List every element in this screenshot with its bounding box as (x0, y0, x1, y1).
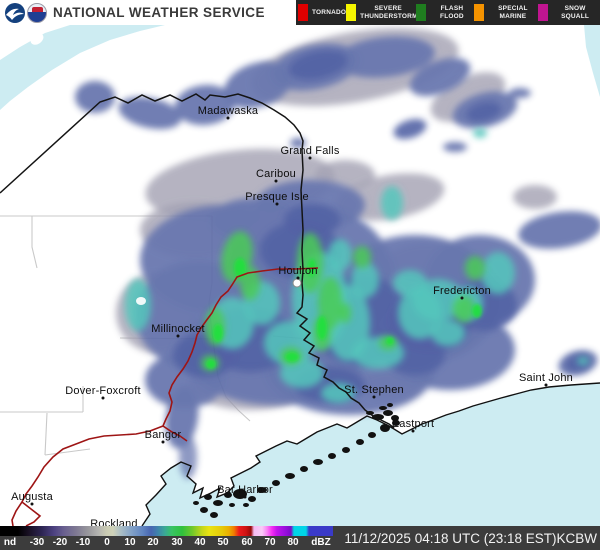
dbz-tick-40: 40 (194, 537, 206, 548)
city-dot (372, 395, 376, 399)
city-label: Millinocket (151, 323, 205, 335)
city-dot (296, 276, 300, 280)
warning-label: SPECIAL MARINE (498, 5, 528, 20)
warning-legend-item: SPECIAL MARINE (473, 4, 538, 21)
city-dot (243, 495, 247, 499)
nws-logo-icon (27, 2, 47, 23)
dbz-tick-row: nd -30 -20 -10 0 10 20 30 40 50 60 70 80 dBZ (0, 536, 340, 550)
warning-legend: TORNADO SEVERE THUNDERSTORM FLASH FLOOD SPE… (296, 0, 600, 25)
warning-swatch (346, 4, 357, 21)
highways (11, 267, 319, 526)
timestamp: 11/12/2025 04:18 UTC (23:18 EST) KCBW (344, 526, 597, 550)
city-dot (275, 202, 279, 206)
city-label: Madawaska (197, 105, 259, 117)
city-label: Dover-Foxcroft (65, 385, 141, 397)
dbz-tick--30: -30 (29, 537, 45, 548)
header-bar: NATIONAL WEATHER SERVICE TORNADO SEVERE T… (0, 0, 600, 25)
city-label: Eastport (391, 418, 435, 430)
warning-swatch (473, 4, 484, 21)
dbz-tick-20: 20 (147, 537, 159, 548)
dbz-tick-nd: nd (3, 537, 17, 548)
warning-legend-item: TORNADO (298, 4, 346, 21)
dbz-tick-30: 30 (171, 537, 183, 548)
dbz-tick-0: 0 (104, 537, 110, 548)
warning-swatch (538, 4, 549, 21)
station-id: KCBW (556, 530, 598, 546)
city-label: Bangor (144, 429, 182, 441)
city-label: Fredericton (433, 285, 491, 297)
warning-legend-item: SEVERE THUNDERSTORM (346, 4, 418, 21)
warning-swatch (416, 4, 427, 21)
timestamp-text: 11/12/2025 04:18 UTC (23:18 EST) (344, 530, 557, 546)
city-label: St. Stephen (344, 384, 404, 396)
city-dot (161, 440, 165, 444)
city-dot (30, 502, 34, 506)
warning-legend-item: SNOW SQUALL (538, 4, 598, 21)
lake-hole (136, 297, 146, 305)
city-dot (308, 156, 312, 160)
city-dot (226, 116, 230, 120)
noaa-logo-icon (5, 2, 25, 23)
radar-echo-layer (75, 28, 600, 479)
international-border (0, 93, 395, 429)
radar-station-marker[interactable] (292, 278, 302, 288)
city-label: Augusta (11, 491, 53, 503)
coastline (141, 382, 600, 526)
dbz-colorbar (0, 526, 333, 536)
dbz-tick--20: -20 (52, 537, 68, 548)
warning-label: SEVERE THUNDERSTORM (360, 5, 418, 20)
warning-label: TORNADO (312, 8, 347, 16)
city-dot (101, 396, 105, 400)
river-island (30, 33, 44, 45)
city-label: Rockland (90, 518, 138, 526)
status-bar: nd -30 -20 -10 0 10 20 30 40 50 60 70 80 dBZ 11/12/20… (0, 526, 600, 550)
warning-label: SNOW SQUALL (561, 5, 590, 20)
dbz-tick-70: 70 (264, 537, 276, 548)
warning-swatch (298, 4, 308, 21)
dbz-tick-80: 80 (287, 537, 299, 548)
city-dot (460, 296, 464, 300)
city-label: Caribou (256, 168, 296, 180)
dbz-tick-10: 10 (124, 537, 136, 548)
city-label: Houlton (278, 265, 318, 277)
dbz-tick--10: -10 (75, 537, 91, 548)
city-dot (544, 383, 548, 387)
water-bodies (0, 25, 600, 526)
logo-group (0, 2, 47, 23)
dbz-tick-60: 60 (241, 537, 253, 548)
city-label: Presque Isle (245, 191, 309, 203)
dbz-tick-dBZ: dBZ (311, 537, 331, 548)
city-label: Bar Harbor (217, 484, 273, 496)
dbz-tick-50: 50 (217, 537, 229, 548)
islands (193, 403, 400, 518)
city-dot (176, 334, 180, 338)
warning-label: FLASH FLOOD (440, 5, 464, 20)
app-title: NATIONAL WEATHER SERVICE (53, 5, 265, 20)
warning-legend-item: FLASH FLOOD (416, 4, 474, 21)
city-dot (274, 179, 278, 183)
city-label: Grand Falls (280, 145, 340, 157)
city-dot (411, 429, 415, 433)
radar-map[interactable]: Madawaska Grand Falls Caribou Presque Isle H… (0, 25, 600, 526)
city-label: Saint John (519, 372, 573, 384)
radar-map-canvas (0, 25, 600, 526)
